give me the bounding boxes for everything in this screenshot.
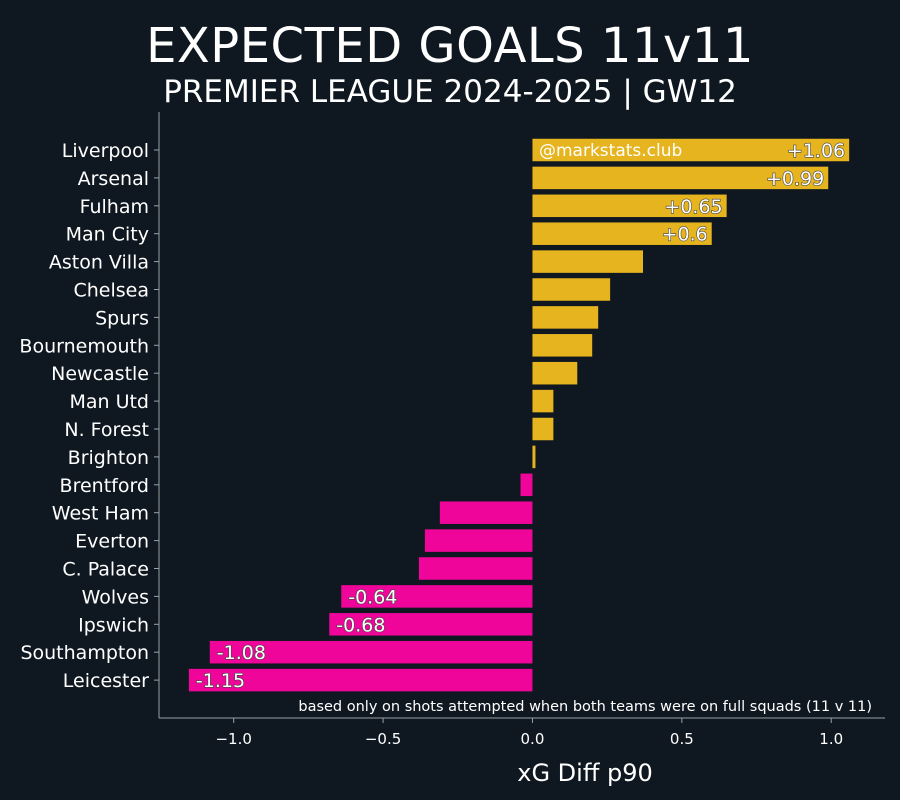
category-label: N. Forest <box>64 419 149 441</box>
category-label: Fulham <box>80 196 149 218</box>
category-label: Arsenal <box>78 168 149 190</box>
bar <box>532 334 593 357</box>
bar <box>418 557 533 580</box>
bar <box>341 585 533 608</box>
category-label: West Ham <box>52 503 149 525</box>
category-label: Leicester <box>63 670 149 692</box>
x-tick-label: 0.0 <box>521 730 545 748</box>
category-label: Man City <box>66 224 149 246</box>
data-label: -1.08 <box>217 642 266 664</box>
bar <box>532 361 578 385</box>
bar <box>329 613 533 636</box>
footnote-text: based only on shots attempted when both … <box>298 699 872 715</box>
bar <box>532 166 829 190</box>
bar <box>532 278 611 301</box>
chart-subtitle: PREMIER LEAGUE 2024-2025 | GW12 <box>163 74 737 110</box>
bar <box>520 473 533 497</box>
category-label: Southampton <box>20 642 149 664</box>
bar <box>188 668 533 692</box>
bar <box>532 138 850 162</box>
data-label: +1.06 <box>787 140 845 162</box>
bar <box>532 222 712 245</box>
data-label: -0.68 <box>336 614 385 636</box>
data-label: -0.64 <box>348 586 397 608</box>
category-label: Man Utd <box>69 391 149 413</box>
category-label: Newcastle <box>51 363 149 385</box>
category-label: Spurs <box>95 307 149 329</box>
watermark-text: @markstats.club <box>539 141 682 161</box>
category-label: Bournemouth <box>19 335 149 357</box>
category-label: Aston Villa <box>49 252 149 274</box>
bar <box>532 389 554 413</box>
category-label: C. Palace <box>62 559 149 581</box>
bar <box>532 194 727 218</box>
category-label: Chelsea <box>73 280 149 302</box>
category-label: Ipswich <box>78 614 149 636</box>
x-tick-label: −1.0 <box>215 730 251 748</box>
x-axis-label: xG Diff p90 <box>517 759 653 787</box>
category-label: Liverpool <box>62 140 149 162</box>
bar <box>439 501 533 524</box>
bar <box>209 640 533 664</box>
category-label: Wolves <box>82 586 149 608</box>
category-label: Everton <box>75 531 149 553</box>
bar <box>424 529 533 552</box>
chart-title: EXPECTED GOALS 11v11 <box>146 18 754 74</box>
data-label: +0.65 <box>664 196 722 218</box>
x-tick-label: 0.5 <box>670 730 694 748</box>
x-tick-label: −0.5 <box>365 730 401 748</box>
category-label: Brentford <box>60 475 149 497</box>
data-label: +0.99 <box>766 168 824 190</box>
bar <box>532 417 554 441</box>
bar <box>532 306 599 329</box>
data-label: -1.15 <box>196 670 245 692</box>
data-label: +0.6 <box>662 224 708 246</box>
bar <box>532 445 536 469</box>
category-label: Brighton <box>68 447 149 469</box>
bar <box>532 250 643 273</box>
x-tick-label: 1.0 <box>819 730 843 748</box>
